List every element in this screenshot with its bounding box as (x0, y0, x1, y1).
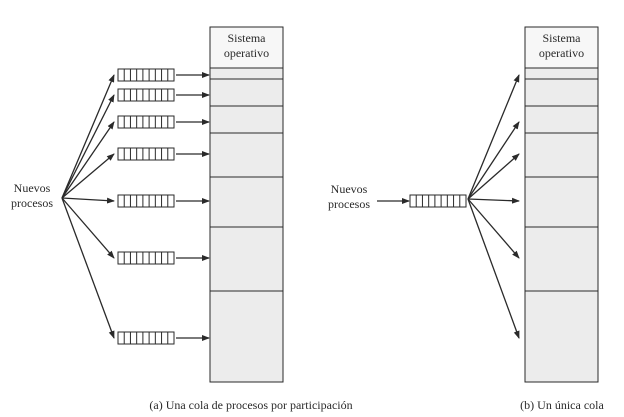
fan-arrows-b (467, 74, 520, 339)
os-region-b (524, 26, 599, 69)
os-label-a-line2: operativo (224, 46, 269, 60)
queue-a-5-frame (117, 194, 175, 208)
queue-a-2 (117, 88, 175, 102)
queue-a-6-frame (117, 251, 175, 265)
queue-a-6 (117, 251, 175, 265)
arrow-to-partition-b-4 (467, 197, 520, 204)
memory-block-b-outline (524, 26, 599, 383)
arrow-to-queue-a-6 (61, 197, 115, 259)
arrow-to-queue-a-3 (61, 121, 115, 199)
caption-b: (b) Un única cola (520, 398, 604, 412)
memory-block-a: Sistema operativo (209, 26, 284, 383)
queue-a-2-frame (117, 88, 175, 102)
panel-b: Sistema operativo Nuevos procesos (b) Un… (328, 26, 604, 412)
memory-block-b: Sistema operativo (524, 26, 599, 383)
arrow-to-partition-b-5 (467, 198, 520, 259)
arrow-to-queue-a-4 (61, 153, 115, 199)
fan-arrows-a (61, 74, 115, 339)
os-label-b-line2: operativo (539, 46, 584, 60)
arrow-to-partition-b-1 (467, 74, 520, 200)
queue-b-frame (409, 194, 467, 208)
queues-a (117, 68, 175, 345)
queue-a-4 (117, 147, 175, 161)
queue-b (409, 194, 467, 208)
os-label-a-line1: Sistema (228, 31, 267, 45)
queue-a-1 (117, 68, 175, 82)
caption-a: (a) Una cola de procesos por participaci… (149, 398, 352, 412)
arrow-to-partition-b-3 (467, 153, 520, 200)
os-region-a (209, 26, 284, 69)
source-label-a-line1: Nuevos (14, 181, 51, 195)
arrow-to-partition-b-2 (467, 121, 520, 200)
source-label-a-line2: procesos (11, 196, 53, 210)
source-label-b-line2: procesos (328, 197, 370, 211)
panel-a: Sistema operativo Nuevos procesos (11, 26, 353, 412)
queue-a-3 (117, 115, 175, 129)
queue-a-7-frame (117, 331, 175, 345)
queue-a-4-frame (117, 147, 175, 161)
arrow-to-queue-a-1 (61, 74, 115, 199)
arrow-to-queue-a-5 (61, 197, 115, 204)
arrow-to-queue-a-2 (61, 94, 115, 199)
os-label-b-line1: Sistema (543, 31, 582, 45)
queue-a-1-frame (117, 68, 175, 82)
single-queue-b (409, 194, 467, 208)
arrow-to-partition-b-6 (467, 198, 520, 339)
queue-a-3-frame (117, 115, 175, 129)
arrow-to-queue-a-7 (61, 197, 115, 339)
queue-a-5 (117, 194, 175, 208)
queue-a-7 (117, 331, 175, 345)
source-label-b-line1: Nuevos (331, 182, 368, 196)
queue-arrows-a (176, 72, 210, 341)
memory-block-a-outline (209, 26, 284, 383)
